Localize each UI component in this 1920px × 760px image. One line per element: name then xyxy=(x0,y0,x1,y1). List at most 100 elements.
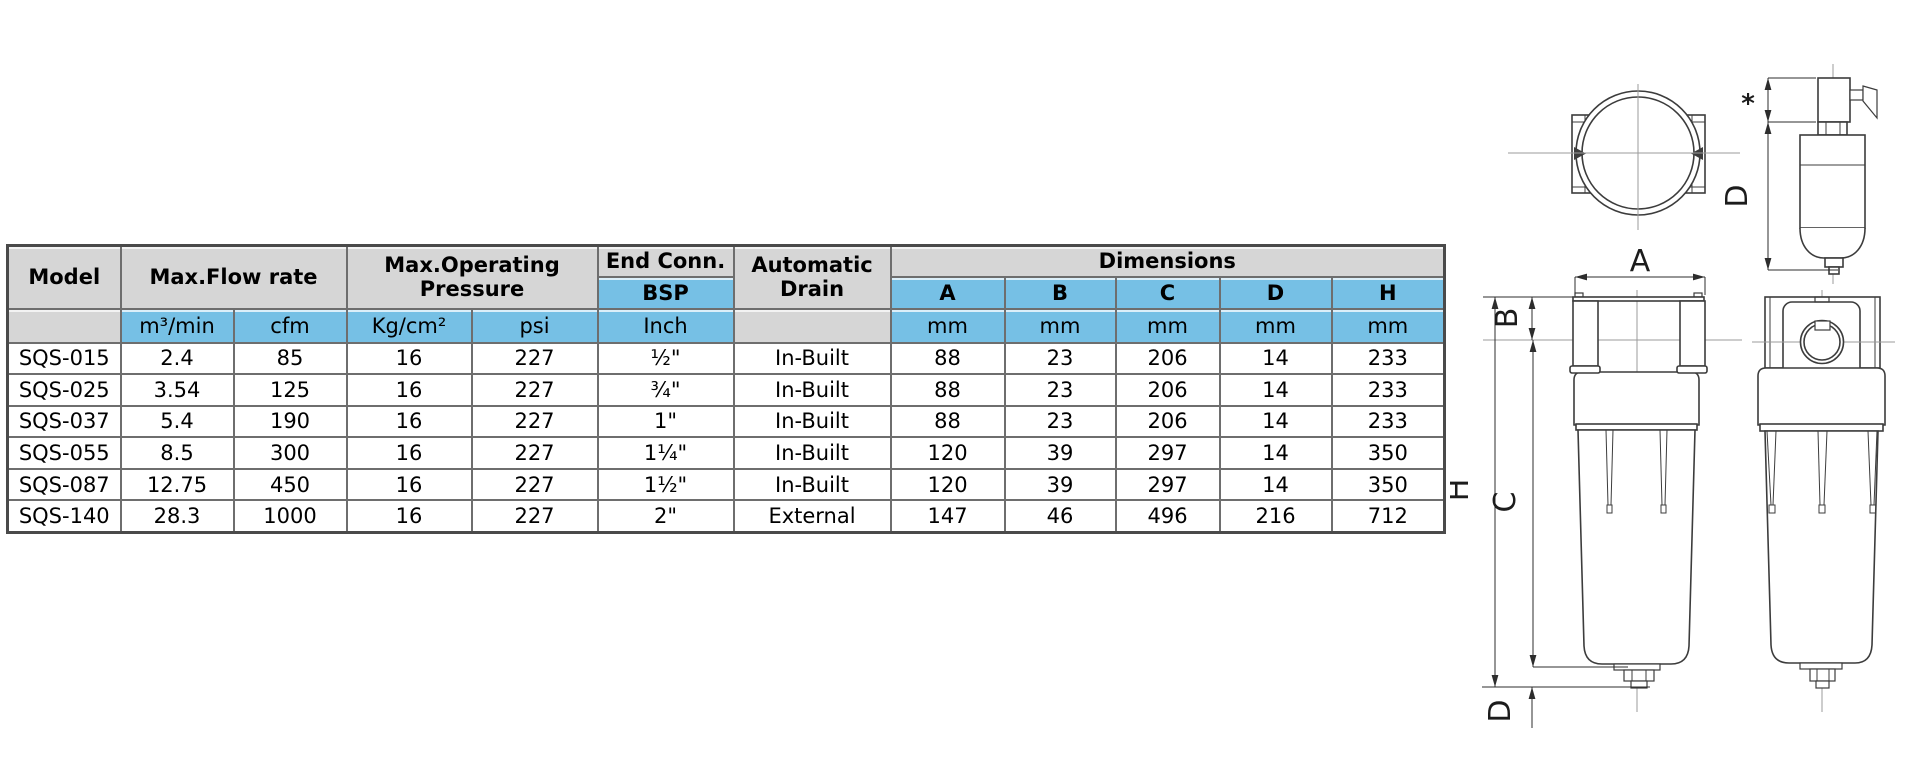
cell: 297 xyxy=(1114,436,1221,470)
cell: 350 xyxy=(1330,436,1446,470)
table-row: SQS-055 8.5 300 16 227 1¼" In-Built 120 … xyxy=(6,436,1446,470)
cell: In-Built xyxy=(732,467,892,502)
drain-d-dimension-label: D xyxy=(1720,184,1755,207)
unit-mm-h: mm xyxy=(1330,307,1446,344)
spec-table-container: Model Max.Flow rate Max.Operating Pressu… xyxy=(6,244,1447,534)
cell: 206 xyxy=(1114,373,1221,407)
cell: 8.5 xyxy=(119,436,235,470)
cell: 2" xyxy=(596,499,735,534)
cell: In-Built xyxy=(732,404,892,439)
cell-model: SQS-025 xyxy=(6,373,122,407)
cell: 16 xyxy=(345,436,473,470)
header-bsp: BSP xyxy=(596,275,735,310)
cell: In-Built xyxy=(732,373,892,407)
cell: 12.75 xyxy=(119,467,235,502)
unit-cfm: cfm xyxy=(232,307,348,344)
cell: 120 xyxy=(889,467,1006,502)
cell: 14 xyxy=(1218,467,1333,502)
header-automatic-drain: Automatic Drain xyxy=(732,244,892,310)
d-dimension-label: D xyxy=(1483,699,1518,722)
filter-dimension-drawing: * D xyxy=(1441,64,1895,728)
external-drain-detail xyxy=(1799,64,1878,284)
cell: 16 xyxy=(345,404,473,439)
cell: 190 xyxy=(232,404,348,439)
cell: 125 xyxy=(232,373,348,407)
cell: 88 xyxy=(889,404,1006,439)
header-dim-b: B xyxy=(1003,275,1117,310)
cell: 233 xyxy=(1330,404,1446,439)
cell: 85 xyxy=(232,341,348,376)
cell: 233 xyxy=(1330,373,1446,407)
unit-mm-a: mm xyxy=(889,307,1006,344)
h-dimension-label: H xyxy=(1450,479,1476,502)
side-view xyxy=(1752,290,1895,712)
cell: External xyxy=(732,499,892,534)
cell: 227 xyxy=(470,499,599,534)
cell-model: SQS-055 xyxy=(6,436,122,470)
cell: 1" xyxy=(596,404,735,439)
table-row: SQS-015 2.4 85 16 227 ½" In-Built 88 23 … xyxy=(6,341,1446,376)
cell: 120 xyxy=(889,436,1006,470)
drain-dimensions xyxy=(1764,77,1838,271)
cell: 227 xyxy=(470,404,599,439)
header-dim-a: A xyxy=(889,275,1006,310)
table-row: SQS-140 28.3 1000 16 227 2" External 147… xyxy=(6,499,1446,534)
cell: 88 xyxy=(889,341,1006,376)
cell: 227 xyxy=(470,373,599,407)
front-view-dimensions xyxy=(1482,273,1706,728)
cell: 227 xyxy=(470,467,599,502)
unit-m3min: m³/min xyxy=(119,307,235,344)
cell: 206 xyxy=(1114,341,1221,376)
cell-empty xyxy=(6,307,122,344)
cell: 14 xyxy=(1218,436,1333,470)
header-dim-c: C xyxy=(1114,275,1221,310)
unit-inch: Inch xyxy=(596,307,735,344)
cell: 233 xyxy=(1330,341,1446,376)
cell: In-Built xyxy=(732,341,892,376)
cell: 14 xyxy=(1218,373,1333,407)
header-dim-d: D xyxy=(1218,275,1333,310)
header-end-conn: End Conn. xyxy=(596,244,735,278)
cell-empty xyxy=(732,307,892,344)
unit-mm-c: mm xyxy=(1114,307,1221,344)
header-model: Model xyxy=(6,244,122,310)
cell: 23 xyxy=(1003,341,1117,376)
cell: 14 xyxy=(1218,341,1333,376)
front-view xyxy=(1483,290,1742,712)
cell-model: SQS-015 xyxy=(6,341,122,376)
unit-mm-b: mm xyxy=(1003,307,1117,344)
cell: 23 xyxy=(1003,373,1117,407)
cell: 23 xyxy=(1003,404,1117,439)
cell: 5.4 xyxy=(119,404,235,439)
cell-model: SQS-140 xyxy=(6,499,122,534)
table-row: SQS-025 3.54 125 16 227 ¾" In-Built 88 2… xyxy=(6,373,1446,407)
cell: 712 xyxy=(1330,499,1446,534)
cell: 227 xyxy=(470,436,599,470)
cell: ¾" xyxy=(596,373,735,407)
cell: 297 xyxy=(1114,467,1221,502)
cell: 450 xyxy=(232,467,348,502)
cell: 216 xyxy=(1218,499,1333,534)
cell: 206 xyxy=(1114,404,1221,439)
unit-kgcm2: Kg/cm² xyxy=(345,307,473,344)
cell: 227 xyxy=(470,341,599,376)
c-dimension-label: C xyxy=(1488,492,1523,513)
cell-model: SQS-037 xyxy=(6,404,122,439)
star-dimension-label: * xyxy=(1741,89,1755,119)
cell: 16 xyxy=(345,373,473,407)
cell: 16 xyxy=(345,467,473,502)
cell: 496 xyxy=(1114,499,1221,534)
cell: 1½" xyxy=(596,467,735,502)
cell: 16 xyxy=(345,499,473,534)
spec-table: Model Max.Flow rate Max.Operating Pressu… xyxy=(6,244,1447,534)
cell: 39 xyxy=(1003,467,1117,502)
cell: 300 xyxy=(232,436,348,470)
cell: 1¼" xyxy=(596,436,735,470)
cell: In-Built xyxy=(732,436,892,470)
table-row: SQS-037 5.4 190 16 227 1" In-Built 88 23… xyxy=(6,404,1446,439)
cell: 88 xyxy=(889,373,1006,407)
unit-psi: psi xyxy=(470,307,599,344)
cell: 147 xyxy=(889,499,1006,534)
header-dim-h: H xyxy=(1330,275,1446,310)
cell: 16 xyxy=(345,341,473,376)
